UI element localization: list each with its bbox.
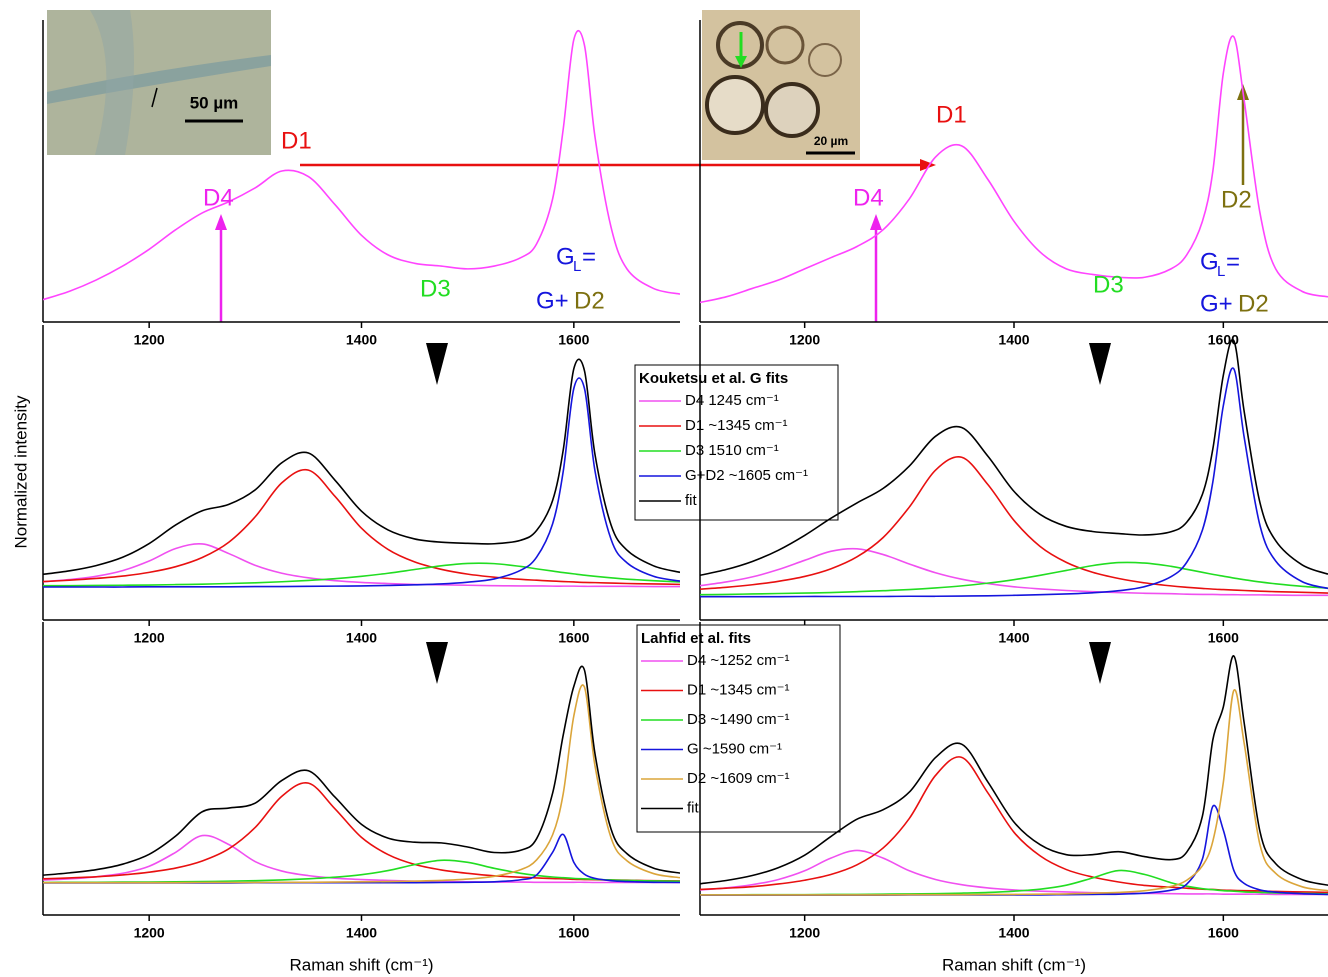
inset-grain <box>766 84 818 136</box>
x-tick-label: 1400 <box>346 630 377 646</box>
spectrum-line <box>700 850 1328 894</box>
shift-arrow-head <box>920 159 936 171</box>
inset-grain <box>707 77 763 133</box>
annotation: D2 <box>574 287 605 314</box>
legend-label: D1 ~1345 cm⁻¹ <box>687 681 790 698</box>
annotation: D1 <box>936 101 967 128</box>
x-tick-label: 1600 <box>1208 630 1239 646</box>
marker-triangle <box>426 642 448 684</box>
legend-label: D4 ~1252 cm⁻¹ <box>687 652 790 669</box>
marker-triangle <box>1089 642 1111 684</box>
x-tick-label: 1600 <box>558 630 589 646</box>
d4-arrow-head <box>215 214 227 230</box>
plot-area <box>43 666 680 883</box>
annotation: D1 <box>281 127 312 154</box>
annotation: D2 <box>1238 290 1269 317</box>
annotation: D3 <box>420 275 451 302</box>
annotation: D4 <box>853 184 884 211</box>
figure: 120014001600D4D1D3GL=G+D250 µm1200140016… <box>0 0 1328 977</box>
scale-bar-label: 20 µm <box>814 134 848 148</box>
x-tick-label: 1200 <box>134 332 165 348</box>
x-tick-label: 1400 <box>346 925 377 941</box>
x-tick-label: 1400 <box>998 925 1029 941</box>
x-tick-label: 1400 <box>998 630 1029 646</box>
marker-triangle <box>1089 343 1111 385</box>
y-axis-title: Normalized intensity <box>11 395 30 549</box>
plot-area <box>43 359 680 587</box>
annotation: = <box>582 243 596 270</box>
spectrum-line <box>43 470 680 585</box>
inset-left <box>47 10 271 155</box>
annotation: G <box>556 243 575 270</box>
legend-label: D2 ~1609 cm⁻¹ <box>687 770 790 787</box>
x-tick-label: 1200 <box>789 925 820 941</box>
x-tick-label: 1600 <box>1208 925 1239 941</box>
legend-label: D4 1245 cm⁻¹ <box>685 392 779 409</box>
spectrum-line <box>43 685 680 883</box>
x-tick-label: 1400 <box>998 332 1029 348</box>
annotation: G <box>1200 248 1219 275</box>
legend-title: Lahfid et al. fits <box>641 630 751 647</box>
legend-label: D3 1510 cm⁻¹ <box>685 442 779 459</box>
x-axis-title: Raman shift (cm⁻¹) <box>942 955 1086 974</box>
annotation: G+ <box>1200 290 1233 317</box>
x-axis-title: Raman shift (cm⁻¹) <box>289 955 433 974</box>
annotation: L <box>1217 263 1225 280</box>
legend-label: G+D2 ~1605 cm⁻¹ <box>685 467 808 484</box>
legend-title: Kouketsu et al. G fits <box>639 370 788 387</box>
spectrum-line <box>43 378 680 587</box>
spectrum-line <box>700 549 1328 596</box>
x-tick-label: 1600 <box>558 332 589 348</box>
annotation: = <box>1226 248 1240 275</box>
x-tick-label: 1200 <box>789 332 820 348</box>
x-tick-label: 1200 <box>134 925 165 941</box>
spectrum-line <box>43 666 680 875</box>
x-tick-label: 1600 <box>558 925 589 941</box>
legend-label: D3 ~1490 cm⁻¹ <box>687 711 790 728</box>
legend-label: fit <box>687 799 700 816</box>
legend-label: fit <box>685 492 698 509</box>
marker-triangle <box>426 343 448 385</box>
annotation: D3 <box>1093 271 1124 298</box>
annotation: D2 <box>1221 186 1252 213</box>
d4-arrow-head <box>870 214 882 230</box>
x-tick-label: 1400 <box>346 332 377 348</box>
annotation: D4 <box>203 184 234 211</box>
scale-bar-label: 50 µm <box>190 93 239 112</box>
annotation: L <box>573 258 581 275</box>
x-tick-label: 1200 <box>134 630 165 646</box>
annotation: G+ <box>536 287 569 314</box>
spectrum-line <box>43 783 680 881</box>
legend-label: G ~1590 cm⁻¹ <box>687 740 782 757</box>
